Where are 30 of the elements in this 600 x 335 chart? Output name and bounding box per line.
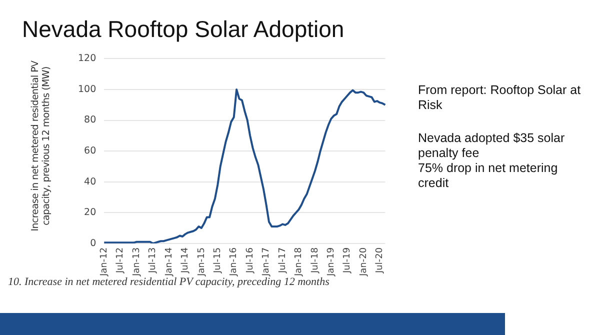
x-tick-label: Jul-14 bbox=[180, 247, 191, 274]
x-tick-label: Jan-15 bbox=[196, 247, 207, 278]
y-tick-label: 80 bbox=[84, 114, 96, 126]
x-tick-label: Jul-12 bbox=[116, 247, 126, 274]
x-tick-label: Jul-17 bbox=[278, 247, 288, 274]
chart-title: Nevada Rooftop Solar Adoption bbox=[22, 16, 344, 43]
y-tick-label: 20 bbox=[84, 207, 96, 218]
x-tick-label: Jan-20 bbox=[358, 247, 369, 278]
text: Nevada adopted $35 solar penalty fee 75% drop in net metering credit bbox=[418, 131, 566, 191]
x-tick-label: Jan-17 bbox=[262, 247, 272, 278]
x-tick-label: Jan-13 bbox=[132, 247, 142, 278]
x-tick-label: Jul-16 bbox=[245, 247, 256, 274]
x-tick-label: Jan-19 bbox=[326, 247, 336, 278]
y-tick-label: 120 bbox=[78, 53, 96, 64]
y-axis-title: Increase in net metered residential PV capacity, previous 12 months (MW) bbox=[30, 60, 52, 234]
x-tick-label: Jul-20 bbox=[375, 247, 386, 274]
text: 10. Increase in net metered residential PV capacity, preceding 12 months bbox=[8, 276, 330, 288]
y-tick-label: 100 bbox=[78, 84, 96, 95]
x-tick-label: Jan-12 bbox=[99, 247, 110, 278]
y-tick-label: 60 bbox=[84, 146, 96, 157]
text: From report: Rooftop Solar at Risk bbox=[418, 83, 582, 113]
x-tick-label: Jan-14 bbox=[164, 247, 174, 278]
x-tick-label: Jul-15 bbox=[212, 247, 223, 274]
x-tick-label: Jul-13 bbox=[148, 247, 158, 274]
y-tick-label: 40 bbox=[84, 176, 96, 188]
x-tick-label: Jul-19 bbox=[342, 247, 353, 274]
x-tick-label: Jan-18 bbox=[294, 247, 304, 278]
y-tick-label: 0 bbox=[90, 238, 96, 249]
x-tick-label: Jul-18 bbox=[310, 247, 320, 274]
x-tick-label: Jan-16 bbox=[229, 247, 240, 278]
